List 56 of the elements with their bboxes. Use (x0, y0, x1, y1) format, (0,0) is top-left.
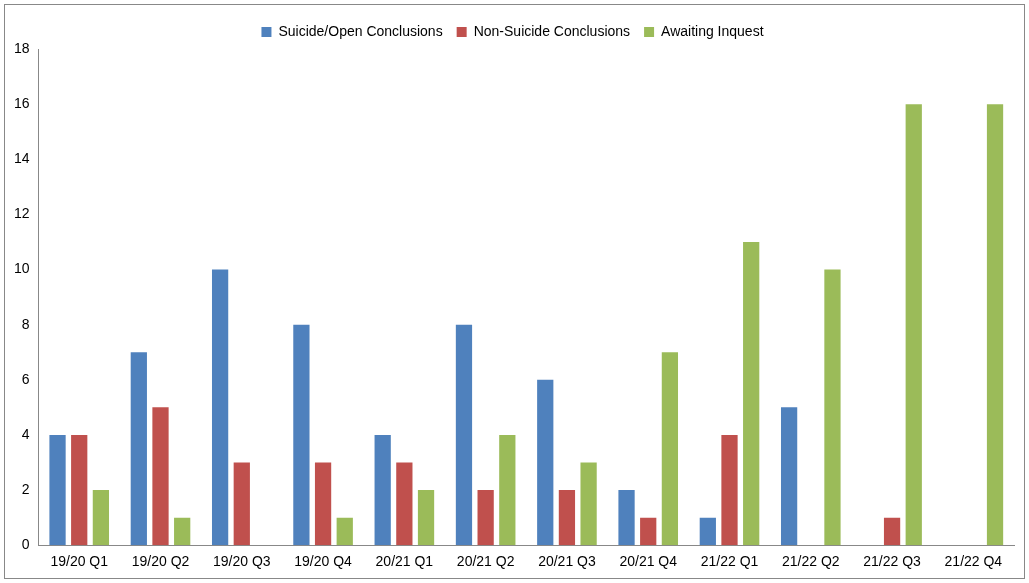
bar (558, 490, 576, 546)
y-tick-label: 4 (21, 425, 30, 442)
bar (314, 462, 332, 546)
bar (293, 324, 310, 546)
bar (580, 462, 597, 546)
bar (174, 517, 191, 546)
legend-label: Awaiting Inquest (661, 22, 764, 39)
x-tick-label: 21/22 Q3 (863, 553, 922, 570)
y-tick-label: 0 (21, 536, 30, 553)
x-tick-label: 19/20 Q1 (50, 553, 109, 570)
y-tick-label: 8 (21, 315, 30, 332)
bar (92, 490, 110, 546)
x-tick-label: 20/21 Q3 (538, 553, 596, 570)
bar (152, 407, 169, 546)
y-tick-label: 6 (21, 370, 30, 387)
legend-label: Non-Suicide Conclusions (473, 22, 631, 39)
bar (721, 434, 738, 546)
y-tick-label: 12 (13, 205, 30, 222)
bar (824, 269, 841, 546)
y-tick-label: 10 (13, 260, 30, 277)
y-tick-label: 16 (13, 94, 30, 111)
bar (374, 434, 391, 546)
bar (537, 379, 554, 546)
y-tick-label: 2 (21, 480, 30, 497)
bar (699, 517, 716, 546)
bar (130, 352, 147, 546)
x-tick-label: 19/20 Q4 (294, 553, 353, 570)
legend-label: Suicide/Open Conclusions (278, 22, 443, 39)
x-tick-label: 21/22 Q2 (781, 553, 840, 570)
bar (780, 407, 798, 546)
y-tick-label: 18 (13, 39, 30, 56)
bar (618, 490, 635, 546)
bar (743, 241, 760, 546)
bar (233, 462, 250, 546)
bar (396, 462, 413, 546)
bar (499, 434, 516, 546)
bar (986, 104, 1004, 546)
x-tick-label: 20/21 Q2 (456, 553, 515, 570)
bar (905, 104, 922, 546)
bar (661, 352, 679, 546)
bar (417, 490, 435, 546)
bar (211, 269, 229, 546)
x-tick-label: 20/21 Q1 (375, 553, 434, 570)
y-tick-label: 14 (13, 150, 30, 167)
x-tick-label: 20/21 Q4 (619, 553, 678, 570)
x-tick-label: 19/20 Q3 (212, 553, 271, 570)
bar (455, 324, 473, 546)
x-tick-label: 21/22 Q4 (944, 553, 1003, 570)
bar (883, 517, 901, 546)
bar (71, 434, 88, 546)
x-tick-label: 19/20 Q2 (131, 553, 190, 570)
bar (477, 490, 494, 546)
bar (640, 517, 657, 546)
bar (49, 434, 66, 546)
bar (336, 517, 353, 546)
x-tick-label: 21/22 Q1 (700, 553, 759, 570)
